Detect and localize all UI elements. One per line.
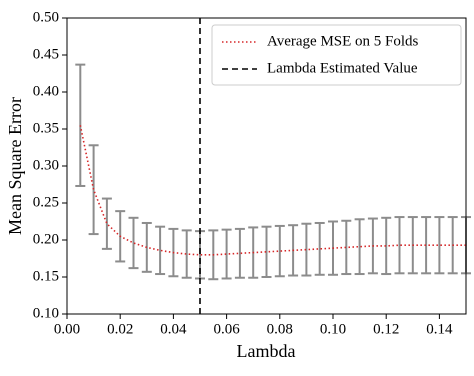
y-tick-label: 0.50 [33, 9, 59, 25]
y-tick-label: 0.30 [33, 157, 59, 173]
x-tick-label: 0.02 [107, 321, 133, 337]
mean-line [79, 125, 466, 256]
y-tick-label: 0.10 [33, 305, 59, 321]
x-tick-label: 0.12 [373, 321, 399, 337]
x-tick-label: 0.08 [267, 321, 293, 337]
legend-box [211, 24, 462, 86]
x-axis-label: Lambda [237, 341, 296, 361]
y-tick-label: 0.45 [33, 46, 59, 62]
y-tick-label: 0.40 [33, 83, 59, 99]
x-tick-label: 0.06 [213, 321, 240, 337]
y-tick-label: 0.25 [33, 194, 59, 210]
y-axis-label: Mean Square Error [5, 97, 25, 235]
x-tick-label: 0.14 [426, 321, 453, 337]
legend-label: Average MSE on 5 Folds [267, 33, 419, 49]
legend-label: Lambda Estimated Value [267, 60, 418, 76]
plot-frame [66, 17, 467, 315]
y-tick-label: 0.15 [33, 268, 59, 284]
y-tick-label: 0.35 [33, 120, 59, 136]
x-tick-label: 0.04 [160, 321, 187, 337]
y-tick-label: 0.20 [33, 231, 59, 247]
x-tick-label: 0.00 [54, 321, 80, 337]
x-tick-label: 0.10 [320, 321, 346, 337]
